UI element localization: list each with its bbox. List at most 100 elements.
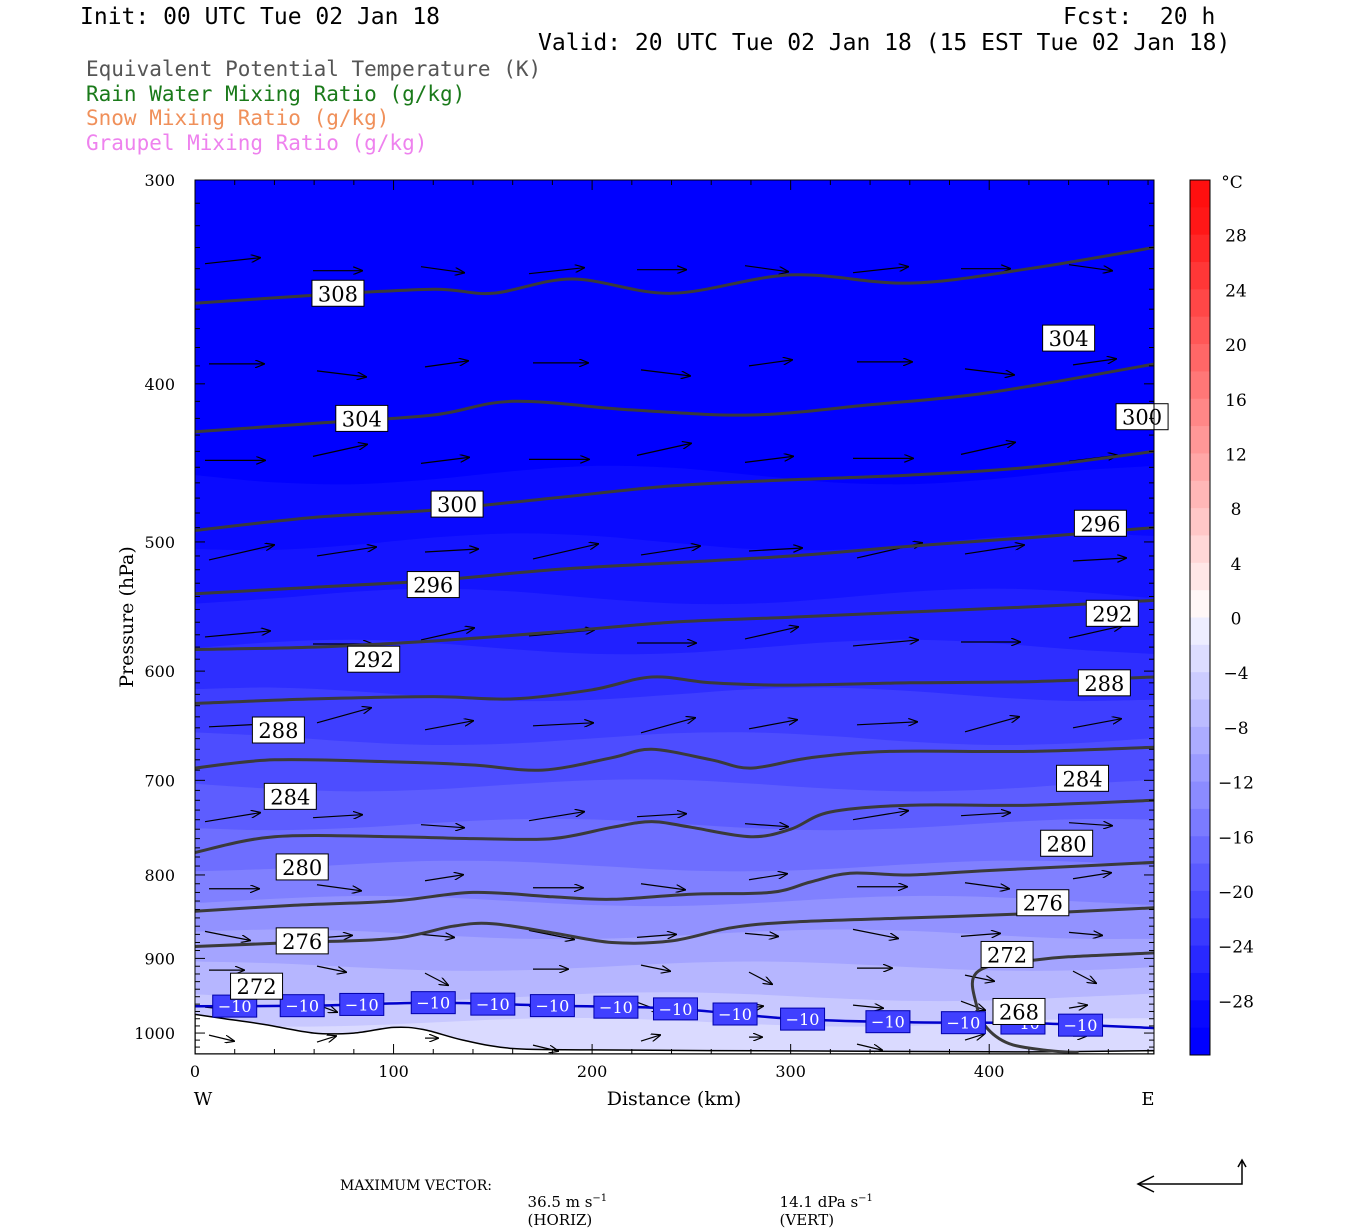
y-tick-label: 800	[144, 866, 175, 885]
wind-vector	[420, 934, 454, 937]
wind-vector	[852, 640, 918, 647]
theta-e-contour	[195, 526, 1154, 596]
wind-vector	[748, 971, 772, 984]
wind-vector	[420, 266, 464, 273]
wind-vector	[636, 934, 676, 937]
wind-vector	[960, 813, 1010, 816]
colorbar-swatch	[1190, 945, 1210, 974]
wind-vector	[316, 965, 346, 972]
colorbar-swatch	[1190, 781, 1210, 810]
isotherm-label: −10	[285, 997, 319, 1016]
colorbar-swatch	[1190, 371, 1210, 400]
colorbar-label: −8	[1223, 719, 1248, 739]
isotherm-label-box	[712, 1002, 758, 1026]
isotherm-label: −10	[416, 994, 450, 1013]
isotherm-label: −10	[345, 995, 379, 1014]
colorbar-swatch	[1190, 808, 1210, 837]
wind-vector	[1072, 359, 1116, 366]
theta-e-contour	[195, 860, 1154, 913]
colorbar-label: 4	[1231, 555, 1242, 575]
wind-vector	[636, 443, 691, 456]
colorbar-swatch	[1190, 863, 1210, 892]
wind-vector	[1072, 873, 1111, 880]
horiz-value: 36.5 m s	[527, 1193, 593, 1211]
isotherm-label-box	[410, 991, 456, 1015]
isotherm-label: −10	[871, 1013, 905, 1032]
colorbar-swatch	[1190, 289, 1210, 318]
max-vector-label: MAXIMUM VECTOR:	[340, 1178, 492, 1194]
isotherm-label-box	[1058, 1013, 1104, 1037]
colorbar-swatch	[1190, 398, 1210, 427]
wind-vector	[852, 267, 908, 274]
colorbar-swatch	[1190, 836, 1210, 865]
colorbar-label: 16	[1225, 391, 1247, 411]
colorbar-swatch	[1190, 590, 1210, 618]
contour-label: 300	[1122, 406, 1162, 430]
colorbar-swatch	[1190, 344, 1210, 372]
wind-vector	[852, 928, 898, 938]
max-horiz-vector: 36.5 m s−1 (HORIZ)	[518, 1175, 608, 1229]
wind-vector	[1072, 558, 1126, 561]
colorbar-label: −4	[1223, 664, 1248, 684]
wind-vector	[1068, 823, 1112, 826]
wind-vector	[964, 368, 1014, 375]
valid-time: Valid: 20 UTC Tue 02 Jan 18 (15 EST Tue …	[538, 30, 1231, 56]
isotherm-label-box	[279, 994, 325, 1018]
theta-e-contour	[195, 246, 1154, 305]
contour-label-box	[263, 782, 317, 810]
colorbar-swatch	[1190, 726, 1210, 755]
horiz-unit: (HORIZ)	[527, 1211, 593, 1229]
contour-label: 272	[237, 975, 277, 999]
contour-label-box	[980, 940, 1034, 968]
wind-vector	[856, 722, 917, 725]
contour-label-box	[251, 716, 305, 744]
wind-vector	[852, 1005, 883, 1008]
west-label: W	[194, 1089, 213, 1110]
theta-e-contour	[970, 951, 1154, 1054]
wind-vector	[640, 546, 700, 556]
isotherm-label: −10	[218, 997, 252, 1016]
contour-label: 296	[413, 574, 453, 598]
wind-vector	[528, 929, 574, 939]
contour-label: 288	[1084, 672, 1124, 696]
x-axis-label: Distance (km)	[607, 1088, 742, 1110]
x-tick-label: 400	[974, 1062, 1005, 1081]
wind-vector	[964, 717, 1019, 733]
y-tick-label: 400	[144, 375, 175, 394]
colorbar-swatch	[1190, 890, 1210, 919]
isotherm-label-box	[470, 992, 516, 1016]
contour-label-box	[406, 571, 460, 599]
contour-label-box	[430, 490, 484, 518]
wind-vector	[964, 545, 1024, 555]
colorbar-swatch	[1190, 262, 1210, 290]
colorbar-label: −12	[1218, 774, 1254, 794]
isotherm-label: −10	[947, 1014, 981, 1033]
wind-vector	[1072, 970, 1096, 983]
y-tick-label: 500	[144, 533, 175, 552]
colorbar-swatch	[1190, 754, 1210, 783]
wind-vector	[532, 723, 593, 726]
contour-label: 268	[999, 1000, 1039, 1024]
contour-label: 272	[987, 943, 1027, 967]
wind-vector	[204, 631, 270, 638]
isotherm-label: −10	[476, 995, 510, 1014]
theta-e-contour	[195, 906, 1154, 948]
colorbar-swatch	[1190, 1027, 1210, 1056]
wind-vector	[208, 1034, 234, 1041]
wind-vector	[640, 1035, 660, 1042]
wind-vector	[424, 549, 478, 552]
wind-vector	[960, 442, 1015, 455]
plot-frame	[194, 179, 1155, 1055]
wind-vector	[316, 708, 371, 724]
y-tick-label: 700	[144, 771, 175, 790]
wind-vector	[316, 370, 366, 377]
wind-vector	[208, 545, 274, 561]
colorbar-swatch	[1190, 453, 1210, 482]
contour-label-box	[1115, 403, 1169, 431]
wind-vector	[744, 933, 778, 936]
colorbar-label: 20	[1225, 336, 1247, 356]
isotherm-label: −10	[659, 1000, 693, 1019]
colorbar-swatch	[1190, 918, 1210, 947]
forecast-hour: Fcst: 20 h	[1063, 4, 1216, 30]
y-tick-label: 300	[144, 171, 175, 190]
